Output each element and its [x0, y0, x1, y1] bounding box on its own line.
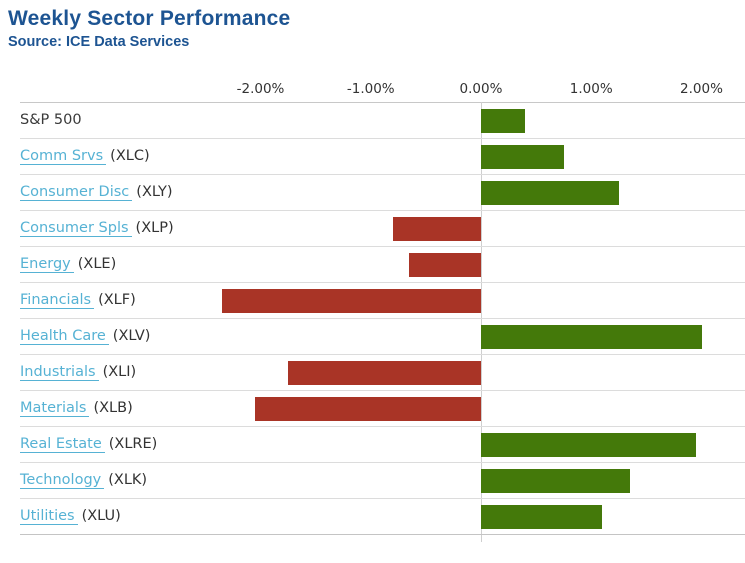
- sector-row: S&P 500: [20, 102, 745, 139]
- axis-tick-label: 2.00%: [680, 81, 723, 97]
- axis-tick-label: 0.00%: [459, 81, 503, 97]
- sector-link[interactable]: Technology: [20, 472, 105, 489]
- sector-row: Consumer Spls (XLP): [20, 210, 745, 247]
- sector-name: S&P 500: [20, 112, 82, 128]
- sector-row-label: Health Care (XLV): [20, 318, 150, 354]
- sector-row-label: Real Estate (XLRE): [20, 426, 157, 462]
- sector-row: Technology (XLK): [20, 462, 745, 499]
- sector-row-label: Technology (XLK): [20, 462, 147, 498]
- sector-ticker: (XLU): [81, 508, 121, 524]
- sector-row: Health Care (XLV): [20, 318, 745, 355]
- sector-link[interactable]: Consumer Spls: [20, 220, 132, 237]
- performance-bar: [481, 181, 619, 205]
- sector-row-label: Energy (XLE): [20, 246, 116, 282]
- axis-tick-label: -1.00%: [346, 81, 395, 97]
- sector-row: Energy (XLE): [20, 246, 745, 283]
- sector-ticker: (XLF): [98, 292, 136, 308]
- axis-tick-label: 1.00%: [569, 81, 613, 97]
- performance-bar: [409, 253, 481, 277]
- sector-link[interactable]: Health Care: [20, 328, 109, 345]
- sector-row-label: Consumer Disc (XLY): [20, 174, 173, 210]
- performance-bar: [288, 361, 481, 385]
- sector-ticker: (XLRE): [108, 436, 158, 452]
- sector-link[interactable]: Comm Srvs: [20, 148, 107, 165]
- sector-row: Comm Srvs (XLC): [20, 138, 745, 175]
- sector-row: Utilities (XLU): [20, 498, 745, 535]
- sector-ticker: (XLE): [77, 256, 117, 272]
- performance-bar: [481, 505, 603, 529]
- sector-ticker: (XLC): [110, 148, 150, 164]
- axis-tick-label: -2.00%: [236, 81, 285, 97]
- sector-row-label: Industrials (XLI): [20, 354, 136, 390]
- performance-bar: [481, 469, 630, 493]
- sector-row-label: Comm Srvs (XLC): [20, 138, 150, 174]
- performance-bar: [254, 397, 481, 421]
- sector-link[interactable]: Financials: [20, 292, 95, 309]
- performance-bar: [392, 217, 481, 241]
- sector-ticker: (XLI): [102, 364, 137, 380]
- sector-link[interactable]: Energy: [20, 256, 74, 273]
- sector-row-label: Financials (XLF): [20, 282, 136, 318]
- sector-row-label: Utilities (XLU): [20, 498, 121, 534]
- performance-bar: [481, 433, 696, 457]
- sector-ticker: (XLP): [135, 220, 174, 236]
- axis-baseline: [20, 102, 745, 103]
- performance-bar: [481, 145, 564, 169]
- source-label: Source: ICE Data Services: [8, 34, 190, 50]
- page-title: Weekly Sector Performance: [8, 7, 291, 30]
- sector-ticker: (XLB): [93, 400, 133, 416]
- sector-link[interactable]: Utilities: [20, 508, 78, 525]
- sector-row: Real Estate (XLRE): [20, 426, 745, 463]
- sector-link[interactable]: Real Estate: [20, 436, 105, 453]
- sector-row-label: Consumer Spls (XLP): [20, 210, 174, 246]
- performance-bar: [481, 109, 526, 133]
- sector-row: Financials (XLF): [20, 282, 745, 319]
- zero-gridline: [481, 102, 482, 542]
- performance-bar: [221, 289, 481, 313]
- sector-row-label: S&P 500: [20, 102, 86, 138]
- sector-ticker: (XLV): [112, 328, 151, 344]
- sector-link[interactable]: Consumer Disc: [20, 184, 133, 201]
- performance-bar: [481, 325, 702, 349]
- sector-link[interactable]: Materials: [20, 400, 90, 417]
- sector-ticker: (XLY): [136, 184, 173, 200]
- sector-row: Materials (XLB): [20, 390, 745, 427]
- sector-row-label: Materials (XLB): [20, 390, 133, 426]
- sector-link[interactable]: Industrials: [20, 364, 99, 381]
- sector-ticker: (XLK): [108, 472, 148, 488]
- sector-row: Industrials (XLI): [20, 354, 745, 391]
- sector-row: Consumer Disc (XLY): [20, 174, 745, 211]
